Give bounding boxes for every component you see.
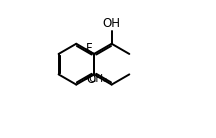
Text: OH: OH [103,17,121,30]
Text: F: F [86,42,93,55]
Text: O: O [86,73,95,86]
Text: CH₃: CH₃ [89,74,108,84]
